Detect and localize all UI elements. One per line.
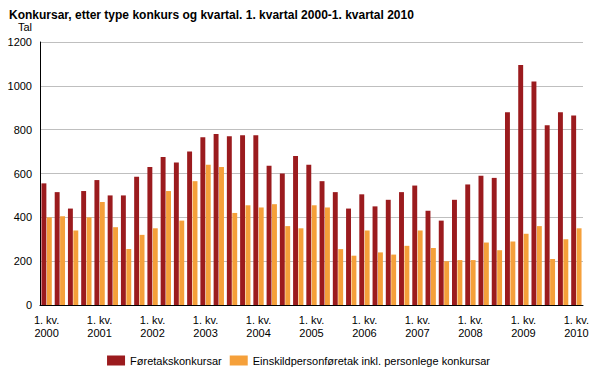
svg-text:400: 400 (14, 211, 32, 223)
svg-text:2008: 2008 (458, 327, 482, 339)
svg-text:200: 200 (14, 255, 32, 267)
svg-text:0: 0 (26, 299, 32, 311)
svg-text:Einskildpersonføretak inkl. pe: Einskildpersonføretak inkl. personlege k… (253, 355, 491, 367)
svg-text:1200: 1200 (8, 36, 32, 48)
svg-text:1. kv.: 1. kv. (193, 314, 218, 326)
svg-text:1. kv.: 1. kv. (246, 314, 271, 326)
svg-text:2009: 2009 (511, 327, 535, 339)
svg-text:1. kv.: 1. kv. (299, 314, 324, 326)
svg-text:2001: 2001 (87, 327, 111, 339)
svg-text:2002: 2002 (140, 327, 164, 339)
svg-text:1000: 1000 (8, 80, 32, 92)
svg-text:1. kv.: 1. kv. (564, 314, 589, 326)
svg-text:1. kv.: 1. kv. (34, 314, 59, 326)
svg-text:2010: 2010 (564, 327, 588, 339)
svg-text:1. kv.: 1. kv. (405, 314, 430, 326)
svg-text:600: 600 (14, 168, 32, 180)
svg-text:Tal: Tal (18, 21, 32, 33)
svg-text:2007: 2007 (405, 327, 429, 339)
svg-text:1. kv.: 1. kv. (87, 314, 112, 326)
svg-text:Konkursar, etter type konkurs: Konkursar, etter type konkurs og kvartal… (9, 8, 414, 22)
svg-text:Føretakskonkursar: Føretakskonkursar (130, 355, 222, 367)
svg-text:2000: 2000 (34, 327, 58, 339)
svg-text:800: 800 (14, 124, 32, 136)
svg-text:1. kv.: 1. kv. (140, 314, 165, 326)
svg-text:1. kv.: 1. kv. (352, 314, 377, 326)
svg-text:2003: 2003 (193, 327, 217, 339)
svg-text:2006: 2006 (352, 327, 376, 339)
svg-text:2004: 2004 (246, 327, 270, 339)
svg-text:2005: 2005 (299, 327, 323, 339)
svg-text:1. kv.: 1. kv. (511, 314, 536, 326)
svg-text:1. kv.: 1. kv. (458, 314, 483, 326)
